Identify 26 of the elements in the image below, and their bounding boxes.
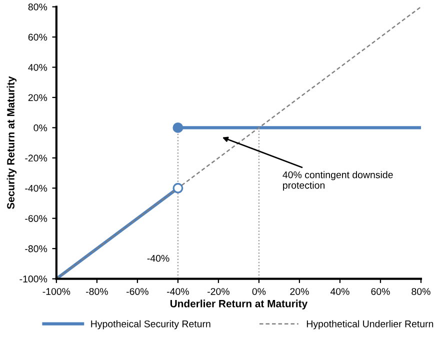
y-tick-label: 40% bbox=[28, 64, 48, 71]
legend-label: Hypothetical Underlier Return bbox=[306, 320, 434, 330]
x-tick-label: 0% bbox=[252, 288, 266, 295]
x-tick-label: 40% bbox=[330, 288, 350, 295]
y-tick-label: 0% bbox=[34, 124, 48, 132]
y-tick-label: -20% bbox=[25, 154, 48, 162]
annotation: -40% bbox=[147, 254, 170, 262]
x-tick-label: 60% bbox=[371, 288, 390, 295]
x-axis-title: Underlier Return at Maturity bbox=[170, 300, 308, 310]
y-tick-label: -40% bbox=[25, 184, 48, 192]
x-tick-label: -20% bbox=[208, 288, 230, 295]
legend-label: Hypotheical Security Return bbox=[91, 320, 210, 330]
y-tick-label: 20% bbox=[28, 94, 48, 102]
y-tick-label: 80% bbox=[28, 4, 48, 10]
y-tick-label: 60% bbox=[28, 34, 48, 41]
x-tick-label: 80% bbox=[412, 288, 430, 295]
y-tick-label: -80% bbox=[25, 245, 48, 252]
y-tick-label: -60% bbox=[25, 215, 48, 222]
x-tick-label: -60% bbox=[126, 288, 148, 295]
x-tick-label: -100% bbox=[42, 288, 70, 295]
x-tick-label: -40% bbox=[167, 288, 189, 295]
x-tick-label: 20% bbox=[290, 288, 309, 295]
y-axis-title: Security Return at Maturity bbox=[6, 76, 17, 210]
annotation: 40% contingent downside protection bbox=[282, 171, 393, 191]
x-tick-label: -80% bbox=[86, 288, 108, 295]
y-tick-label: -100% bbox=[20, 276, 48, 282]
